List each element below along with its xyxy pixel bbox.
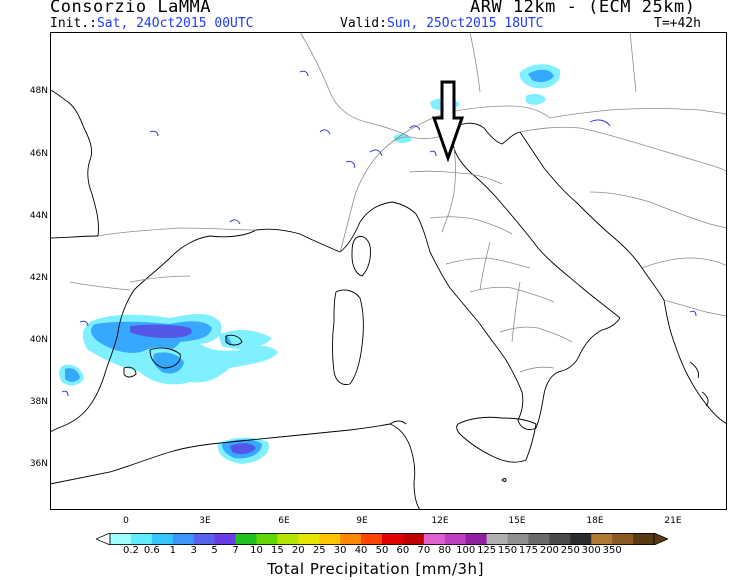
colorbar-swatch bbox=[549, 533, 571, 545]
colorbar-tick-label: 70 bbox=[417, 545, 431, 556]
colorbar-swatch bbox=[235, 533, 257, 545]
colorbar-swatch bbox=[319, 533, 341, 545]
precip-balearic-heavy bbox=[130, 324, 192, 338]
init-label: Init.: bbox=[50, 16, 97, 31]
colorbar-swatch bbox=[110, 533, 132, 545]
lon-label-0: 0 bbox=[123, 516, 129, 526]
lon-label-3e: 3E bbox=[199, 516, 211, 526]
lon-label-18e: 18E bbox=[586, 516, 604, 526]
colorbar-swatch bbox=[612, 533, 634, 545]
lat-label-36n: 36N bbox=[29, 459, 48, 469]
colorbar-tick-label: 300 bbox=[581, 545, 601, 556]
forecast-step: T=+42h bbox=[654, 16, 701, 31]
colorbar-tick-label: 125 bbox=[477, 545, 497, 556]
colorbar-tick-label: 15 bbox=[271, 545, 284, 556]
colorbar-swatch bbox=[507, 533, 529, 545]
lat-label-42n: 42N bbox=[29, 273, 48, 283]
colorbar-swatch bbox=[444, 533, 467, 545]
colorbar-tick-label: 100 bbox=[456, 545, 476, 556]
colorbar-swatch bbox=[402, 533, 425, 545]
precip-algeria-heavy bbox=[230, 443, 256, 455]
colorbar-tick-label: 250 bbox=[560, 545, 580, 556]
colorbar-tick-label: 1 bbox=[169, 545, 176, 556]
valid-label: Valid: bbox=[340, 16, 387, 31]
lon-label-6e: 6E bbox=[278, 516, 290, 526]
colorbar-tick-label: 50 bbox=[375, 545, 389, 556]
colorbar-arrow-left bbox=[94, 532, 111, 546]
precipitation-map bbox=[50, 32, 727, 510]
colorbar-tick-label: 175 bbox=[518, 545, 538, 556]
colorbar-tick-label: 20 bbox=[291, 545, 305, 556]
precip-valencia-medium bbox=[65, 368, 80, 382]
colorbar-tick-label: 7 bbox=[232, 545, 239, 556]
colorbar-tick-label: 30 bbox=[333, 545, 347, 556]
init-value: Sat, 24Oct2015 00UTC bbox=[96, 16, 254, 31]
colorbar-tick-label: 10 bbox=[250, 545, 263, 556]
organization-title: Consorzio LaMMA bbox=[50, 0, 212, 17]
colorbar-swatch bbox=[151, 533, 174, 545]
lat-label-40n: 40N bbox=[29, 335, 48, 345]
map-frame bbox=[50, 32, 727, 510]
colorbar-arrow-right bbox=[653, 532, 670, 546]
colorbar-swatch bbox=[591, 533, 613, 545]
colorbar-swatch bbox=[423, 533, 446, 545]
down-arrow-marker bbox=[431, 80, 465, 163]
colorbar-tick-label: 150 bbox=[497, 545, 518, 556]
map-background bbox=[50, 32, 727, 510]
colorbar-swatch bbox=[130, 533, 153, 545]
colorbar-swatch bbox=[193, 533, 216, 545]
precip-austria-medium bbox=[528, 69, 554, 83]
lat-label-44n: 44N bbox=[29, 211, 48, 221]
lat-label-48n: 48N bbox=[29, 86, 48, 96]
model-title: ARW 12km - (ECM 25km) bbox=[470, 0, 696, 17]
colorbar-swatch bbox=[256, 533, 278, 545]
precipitation-colorbar bbox=[94, 530, 670, 546]
colorbar-swatch bbox=[528, 533, 550, 545]
colorbar-frame bbox=[109, 533, 655, 545]
colorbar-swatch bbox=[486, 533, 508, 545]
colorbar-tick-label: 40 bbox=[354, 545, 368, 556]
colorbar-swatch bbox=[361, 533, 383, 545]
lon-label-15e: 15E bbox=[508, 516, 526, 526]
lon-label-21e: 21E bbox=[664, 516, 682, 526]
colorbar-swatch bbox=[277, 533, 299, 545]
colorbar-swatch bbox=[465, 533, 488, 545]
colorbar-swatch bbox=[214, 533, 236, 545]
colorbar-swatch bbox=[298, 533, 320, 545]
colorbar-swatch bbox=[340, 533, 362, 545]
precipitation-areas bbox=[59, 64, 561, 464]
colorbar-tick-label: 60 bbox=[396, 545, 410, 556]
coastlines bbox=[50, 89, 727, 510]
precip-sardinia-west-light bbox=[226, 330, 272, 348]
colorbar-tick-label: 0.6 bbox=[143, 545, 160, 556]
colorbar-title: Total Precipitation [mm/3h] bbox=[267, 560, 484, 578]
lat-label-38n: 38N bbox=[29, 397, 48, 407]
colorbar-tick-label: 80 bbox=[438, 545, 452, 556]
colorbar-tick-label: 350 bbox=[602, 545, 622, 556]
colorbar-swatch bbox=[633, 533, 655, 545]
valid-time: Valid:Sun, 25Oct2015 18UTC bbox=[340, 16, 544, 31]
colorbar-tick-label: 200 bbox=[539, 545, 559, 556]
precip-mallorca-medium bbox=[153, 352, 184, 374]
colorbar-tick-label: 5 bbox=[211, 545, 218, 556]
lon-label-9e: 9E bbox=[356, 516, 368, 526]
colorbar-tick-label: 0.2 bbox=[122, 545, 139, 556]
borders bbox=[69, 32, 727, 373]
colorbar-tick-label: 3 bbox=[190, 545, 197, 556]
colorbar-swatch bbox=[382, 533, 404, 545]
colorbar-tick-label: 25 bbox=[312, 545, 326, 556]
init-time: Init.:Sat, 24Oct2015 00UTC bbox=[50, 16, 254, 31]
valid-value: Sun, 25Oct2015 18UTC bbox=[386, 16, 544, 31]
lat-label-46n: 46N bbox=[29, 149, 48, 159]
lon-label-12e: 12E bbox=[431, 516, 449, 526]
colorbar-swatch bbox=[172, 533, 195, 545]
hydrography bbox=[61, 70, 697, 397]
precip-austria-light2 bbox=[526, 93, 546, 105]
colorbar-swatch bbox=[570, 533, 592, 545]
